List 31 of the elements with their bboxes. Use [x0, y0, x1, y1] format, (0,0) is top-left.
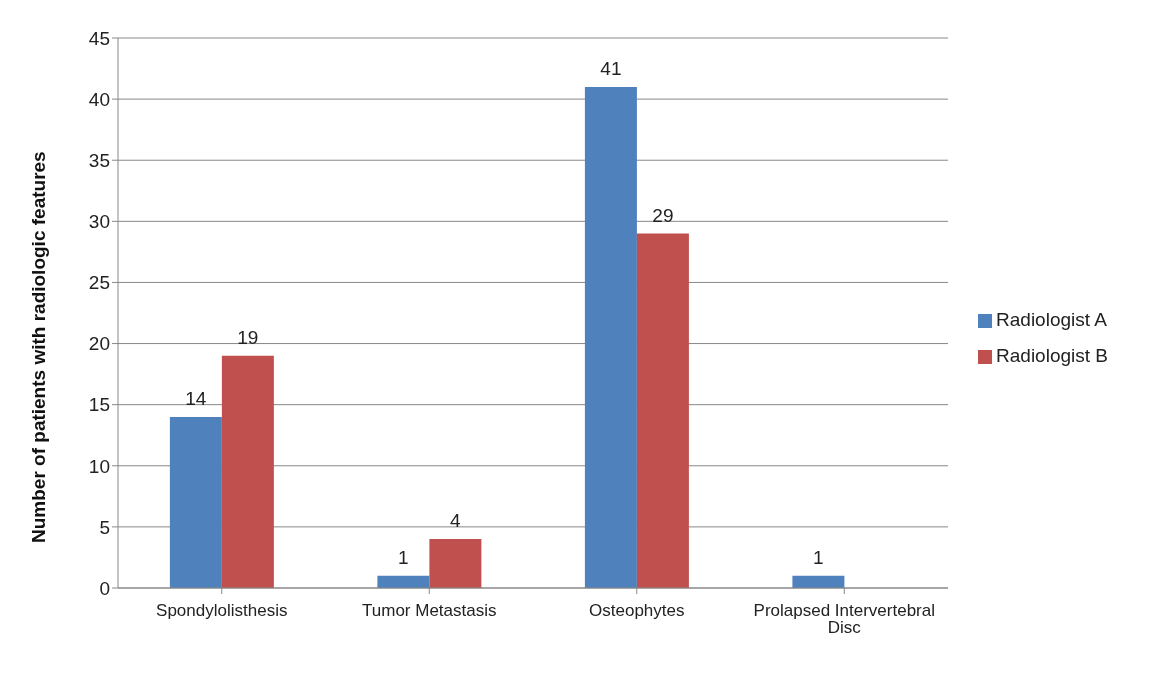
y-tick-label: 20 — [88, 333, 110, 355]
bar — [169, 416, 222, 588]
x-tick-label: Tumor Metastasis — [362, 601, 497, 621]
y-tick-label: 10 — [88, 455, 110, 477]
bar — [221, 355, 274, 588]
data-label: 1 — [398, 546, 409, 568]
y-tick-label: 5 — [99, 516, 110, 538]
y-axis-title: Number of patients with radiologic features — [27, 151, 49, 543]
data-label: 14 — [185, 387, 207, 409]
y-tick-label: 25 — [88, 272, 110, 294]
data-label: 1 — [813, 546, 824, 568]
y-tick-label: 15 — [88, 394, 110, 416]
legend-label: Radiologist B — [996, 345, 1108, 366]
bar — [584, 86, 637, 588]
bar — [792, 575, 845, 588]
y-tick-label: 35 — [88, 149, 110, 171]
data-label: 29 — [652, 204, 674, 226]
bar — [377, 575, 430, 588]
bar — [429, 539, 482, 588]
data-label: 41 — [600, 57, 622, 79]
x-tick-label: Spondylolisthesis — [156, 601, 288, 621]
data-label: 19 — [237, 326, 259, 348]
y-tick-label: 40 — [88, 88, 110, 110]
data-label: 4 — [450, 510, 462, 532]
x-tick-label: Prolapsed Intervertebral Disc — [753, 601, 936, 638]
y-tick-label: 45 — [88, 27, 110, 49]
y-tick-label: 30 — [88, 211, 110, 233]
bar — [636, 233, 689, 588]
legend-label: Radiologist A — [996, 309, 1107, 330]
x-tick-label: Osteophytes — [589, 601, 685, 621]
y-tick-label: 0 — [99, 577, 110, 599]
